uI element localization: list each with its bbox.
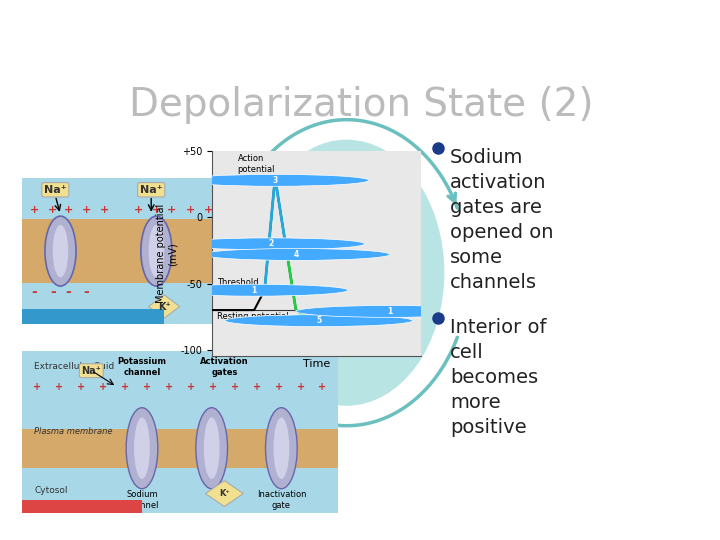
Text: +: + (187, 382, 195, 392)
Text: +: + (152, 205, 161, 215)
Text: +: + (48, 205, 58, 215)
Text: +: + (274, 382, 283, 392)
Text: 1: 1 (251, 286, 257, 295)
Circle shape (177, 238, 365, 250)
Text: Na⁺: Na⁺ (44, 185, 67, 195)
Text: +: + (99, 382, 107, 392)
Text: Activation
gates: Activation gates (200, 357, 248, 377)
Bar (22, 283, 281, 324)
Text: +: + (82, 205, 91, 215)
Text: 3: 3 (272, 176, 278, 185)
Text: +: + (100, 205, 109, 215)
Text: +: + (167, 205, 176, 215)
Ellipse shape (204, 417, 220, 479)
Ellipse shape (196, 408, 228, 489)
Text: K⁺: K⁺ (219, 489, 230, 498)
X-axis label: Time: Time (303, 359, 330, 369)
Text: Cytosol: Cytosol (35, 486, 68, 495)
Ellipse shape (226, 225, 242, 278)
Text: +: + (297, 382, 305, 392)
Text: K⁺: K⁺ (158, 301, 171, 312)
Text: Inactivation
gate: Inactivation gate (256, 490, 306, 510)
Ellipse shape (141, 216, 172, 286)
Text: 4: 4 (293, 250, 299, 259)
Ellipse shape (274, 417, 289, 479)
Text: +: + (55, 382, 63, 392)
Text: Potassium
channel: Potassium channel (117, 357, 166, 377)
Text: 1: 1 (387, 307, 392, 316)
Text: Na⁺: Na⁺ (81, 366, 102, 376)
Bar (22, 219, 281, 283)
Text: +: + (134, 205, 143, 215)
Text: Action
potential: Action potential (238, 154, 275, 174)
Ellipse shape (219, 216, 250, 286)
Text: Interior of
cell
becomes
more
positive: Interior of cell becomes more positive (450, 319, 546, 437)
Text: +: + (33, 382, 42, 392)
Text: Sodium
channel: Sodium channel (125, 490, 158, 510)
Y-axis label: Membrane potential
(mV): Membrane potential (mV) (156, 204, 178, 303)
Ellipse shape (249, 140, 444, 406)
Text: +: + (238, 205, 246, 215)
Text: Threshold: Threshold (217, 278, 258, 287)
Text: Plasma membrane: Plasma membrane (35, 428, 113, 436)
Polygon shape (205, 481, 243, 507)
Text: +: + (256, 205, 265, 215)
Text: -: - (66, 285, 71, 299)
Text: Extracellular fluid: Extracellular fluid (35, 362, 114, 372)
Bar (22, 178, 281, 219)
Bar (22, 500, 142, 513)
Text: 1  Resting state: 1 Resting state (24, 502, 106, 511)
Text: -: - (32, 285, 37, 299)
Text: +: + (219, 205, 228, 215)
Text: 5: 5 (316, 316, 321, 325)
Text: Depolarization State (2): Depolarization State (2) (129, 85, 593, 124)
Text: 2: 2 (269, 239, 274, 248)
Bar (22, 309, 164, 324)
Text: +: + (77, 382, 86, 392)
Ellipse shape (134, 417, 150, 479)
Bar (22, 429, 338, 468)
Text: +: + (186, 205, 194, 215)
Text: +: + (231, 382, 239, 392)
Circle shape (296, 306, 484, 318)
Text: +: + (318, 382, 327, 392)
Text: +: + (165, 382, 173, 392)
Text: +: + (121, 382, 129, 392)
Circle shape (160, 284, 348, 296)
Text: +: + (204, 205, 213, 215)
Text: -: - (84, 285, 89, 299)
Text: +: + (143, 382, 151, 392)
Text: 2  Depolarization: 2 Depolarization (27, 312, 121, 322)
Circle shape (202, 248, 390, 260)
Ellipse shape (53, 225, 68, 278)
Text: +: + (63, 205, 73, 215)
Circle shape (181, 174, 369, 186)
Ellipse shape (126, 408, 158, 489)
Ellipse shape (45, 216, 76, 286)
Text: -: - (50, 285, 55, 299)
Polygon shape (148, 295, 180, 318)
Ellipse shape (266, 408, 297, 489)
Text: +: + (253, 382, 261, 392)
Text: +: + (30, 205, 39, 215)
Ellipse shape (148, 225, 164, 278)
Text: Na⁺: Na⁺ (140, 185, 163, 195)
Text: Resting potential: Resting potential (217, 312, 288, 321)
Text: Sodium
activation
gates are
opened on
some
channels: Sodium activation gates are opened on so… (450, 148, 554, 292)
Circle shape (225, 315, 413, 327)
Text: +: + (209, 382, 217, 392)
